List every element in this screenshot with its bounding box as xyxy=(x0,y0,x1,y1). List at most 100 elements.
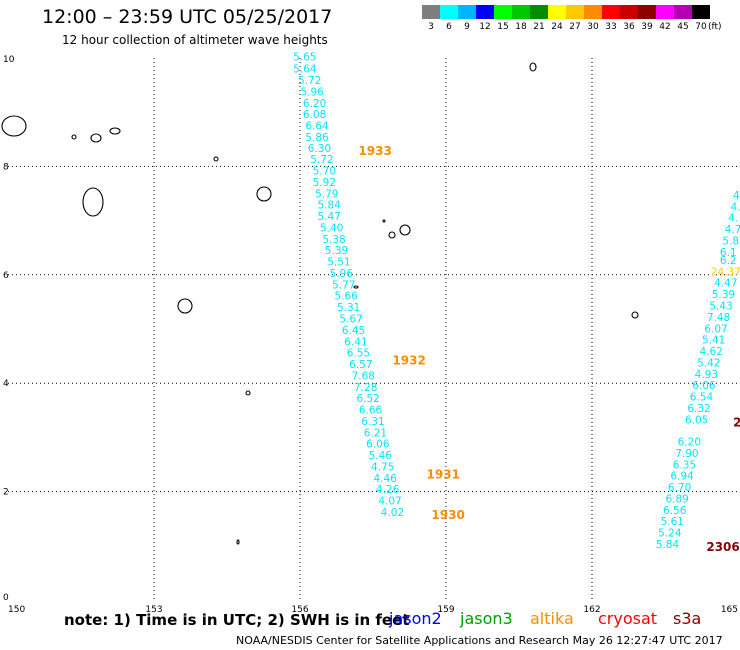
swh-value-label: 6.45 xyxy=(342,325,365,337)
footnote: note: 1) Time is in UTC; 2) SWH is in fe… xyxy=(64,611,410,629)
color-scale-swatch xyxy=(476,5,494,19)
swh-value-label: 6.57 xyxy=(349,359,372,371)
swh-value-label: 6.20 xyxy=(303,98,326,110)
island-outline xyxy=(245,390,251,396)
swh-value-label: 6.21 xyxy=(364,427,387,439)
color-scale-label: 24 xyxy=(551,22,563,32)
color-scale-label: 12 xyxy=(479,22,491,32)
swh-value-label: 4.02 xyxy=(381,507,404,519)
swh-value-label: 6.05 xyxy=(685,414,708,426)
y-tick-label: 0 xyxy=(3,593,9,603)
swh-value-label: 6.56 xyxy=(663,505,687,517)
color-scale-label: 18 xyxy=(515,22,527,32)
swh-value-label: 4.7 xyxy=(725,224,740,236)
color-scale-swatch xyxy=(548,5,566,19)
swh-value-label: 6.54 xyxy=(690,392,714,404)
swh-value-label: 6.41 xyxy=(344,336,367,348)
swh-value-label: 5.72 xyxy=(298,75,321,87)
swh-value-label: 6.06 xyxy=(692,380,716,392)
color-scale-swatch xyxy=(656,5,674,19)
color-scale-label: 39 xyxy=(641,22,653,32)
island-outline xyxy=(529,62,537,72)
color-scale-swatch xyxy=(620,5,638,19)
swh-value-label: 5.38 xyxy=(322,234,345,246)
legend-entry-altika: altika xyxy=(530,609,574,628)
island-outline xyxy=(213,156,219,162)
swh-value-label: 4.07 xyxy=(378,496,401,508)
swh-value-label: 6.07 xyxy=(704,323,727,335)
color-scale-swatch xyxy=(512,5,530,19)
island-outline xyxy=(109,127,121,135)
island-outline xyxy=(236,539,240,545)
swh-value-label: 5.86 xyxy=(305,132,329,144)
swh-value-label: 4.93 xyxy=(695,369,718,381)
color-scale-swatch xyxy=(530,5,548,19)
color-scale-swatch xyxy=(440,5,458,19)
y-tick-label: 2 xyxy=(3,488,9,498)
swh-value-label: 5.43 xyxy=(709,300,732,312)
y-tick-label: 4 xyxy=(3,379,9,389)
swh-value-label: 7.90 xyxy=(675,448,698,460)
swh-value-label: 7.68 xyxy=(352,370,375,382)
swh-value-label: 4.75 xyxy=(371,461,394,473)
time-label: 230 xyxy=(733,415,740,429)
swh-value-label: 4.46 xyxy=(373,473,397,485)
swh-value-label: 4.47 xyxy=(714,278,737,290)
swh-value-label: 5.79 xyxy=(315,188,338,200)
time-label: 1931 xyxy=(427,467,460,481)
swh-value-label: 7.48 xyxy=(707,312,730,324)
swh-value-label: 5.67 xyxy=(339,313,362,325)
swh-value-label: 4.26 xyxy=(376,484,400,496)
swh-value-label: 6.66 xyxy=(359,405,383,417)
legend-entry-jason3: jason3 xyxy=(460,609,513,628)
swh-value-label: 5.96 xyxy=(300,86,324,98)
swh-value-label: 4. xyxy=(733,190,740,202)
swh-value-label: 5.39 xyxy=(712,289,735,301)
swh-value-label: 5.51 xyxy=(327,257,350,269)
y-tick-label: 8 xyxy=(3,162,9,172)
swh-value-label: 4. xyxy=(728,213,738,225)
color-scale-label: 70 xyxy=(695,22,707,32)
swh-value-label: 5.66 xyxy=(335,291,359,303)
island-outline xyxy=(71,134,77,140)
swh-value-label: 6.35 xyxy=(673,459,696,471)
time-label: 1930 xyxy=(431,508,464,522)
x-tick-label: 165 xyxy=(721,605,738,615)
color-scale-label: 15 xyxy=(497,22,509,32)
swh-value-label: 4. xyxy=(731,201,740,213)
x-tick-label: 156 xyxy=(291,605,308,615)
color-scale-label: 6 xyxy=(446,22,452,32)
swh-value-label: 4.62 xyxy=(700,346,723,358)
swh-value-label: 5.46 xyxy=(369,450,393,462)
legend-entry-s3a: s3a xyxy=(673,609,702,628)
swh-value-label: 5.65 xyxy=(293,52,316,64)
island-outline xyxy=(177,298,193,314)
color-scale-label: 21 xyxy=(533,22,545,32)
page-subtitle: 12 hour collection of altimeter wave hei… xyxy=(62,33,328,47)
island-outline xyxy=(90,133,102,143)
swh-value-label: 5.39 xyxy=(325,245,348,257)
y-tick-label: 10 xyxy=(3,55,15,65)
swh-value-label: 6.31 xyxy=(361,416,384,428)
swh-value-label: 5.61 xyxy=(661,516,684,528)
swh-value-label: 5.70 xyxy=(313,166,336,178)
color-scale-label: 36 xyxy=(623,22,635,32)
color-scale-swatch xyxy=(674,5,692,19)
y-tick-label: 6 xyxy=(3,271,9,281)
swh-value-label: 6.32 xyxy=(687,403,710,415)
swh-value-label: 5.72 xyxy=(310,154,333,166)
swh-value-label: 5.84 xyxy=(656,539,680,551)
time-label: 1933 xyxy=(358,144,391,158)
swh-value-label: 24.37 xyxy=(711,266,740,278)
color-scale-label: 45 xyxy=(677,22,689,32)
legend-entry-jason2: jason2 xyxy=(389,609,442,628)
swh-value-label: 5.84 xyxy=(318,200,342,212)
swh-value-label: 5.31 xyxy=(337,302,360,314)
color-scale-label: 27 xyxy=(569,22,581,32)
color-scale-swatch xyxy=(602,5,620,19)
island-outline xyxy=(1,115,27,137)
swh-value-label: 6.64 xyxy=(305,121,329,133)
x-tick-label: 159 xyxy=(437,605,454,615)
